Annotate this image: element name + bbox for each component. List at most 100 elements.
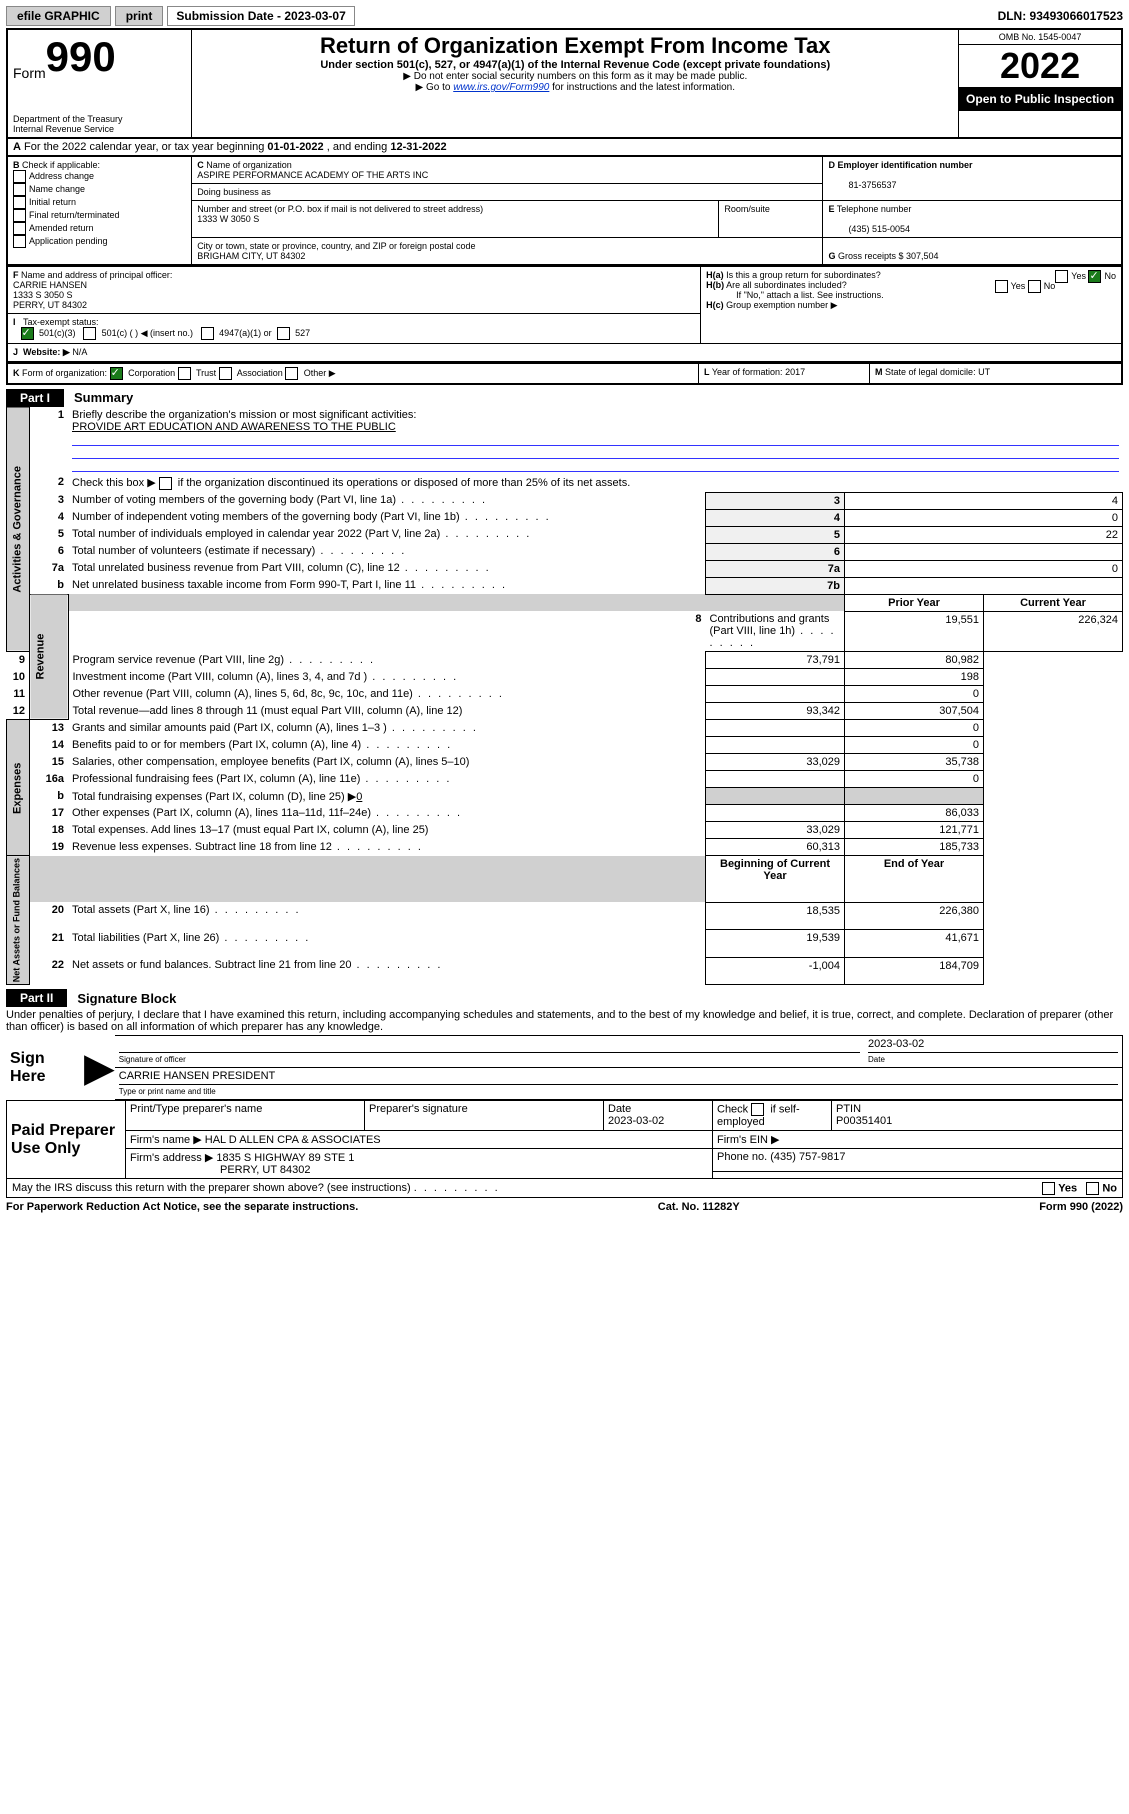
cb-discuss-yes[interactable] [1042,1182,1055,1195]
cb-ha-no[interactable] [1088,270,1101,283]
cb-address-change[interactable] [13,170,26,183]
cb-final[interactable] [13,209,26,222]
i-o2: 501(c) ( ) ◀ (insert no.) [102,327,193,337]
cb-ha-yes[interactable] [1055,270,1068,283]
cb-assoc[interactable] [219,367,232,380]
n15: 15 [52,756,64,768]
firm-addr-label: Firm's address ▶ [130,1152,213,1164]
c10: 198 [845,669,984,686]
i-o4: 527 [295,327,310,337]
part2-header: Part II Signature Block [6,989,1123,1007]
row-7a: 7a Total unrelated business revenue from… [7,560,1123,577]
side-na: Net Assets or Fund Balances [7,856,30,985]
blank-line [72,446,1119,459]
d22: Net assets or fund balances. Subtract li… [72,959,351,971]
part2-title: Signature Block [67,991,176,1006]
d7a: Total unrelated business revenue from Pa… [72,562,400,574]
d14: Benefits paid to or for members (Part IX… [72,739,361,751]
b-opt-2: Initial return [29,196,76,206]
part1-title: Summary [64,390,133,405]
box6: 6 [834,546,840,558]
cb-discontinued[interactable] [159,477,172,490]
dba-label: Doing business as [197,187,271,197]
prep-name-label: Print/Type preparer's name [130,1103,262,1115]
cb-self-emp[interactable] [751,1103,764,1116]
c21: 41,671 [845,930,984,957]
n16a: 16a [46,773,64,785]
label-ha: H(a) [706,270,724,280]
label-g: G [828,251,835,261]
d20: Total assets (Part X, line 16) [72,904,210,916]
b-heading: Check if applicable: [22,160,100,170]
n5: 5 [58,528,64,540]
d16a: Professional fundraising fees (Part IX, … [72,773,360,785]
n4: 4 [58,511,64,523]
addr-label: Number and street (or P.O. box if mail i… [197,204,483,214]
blank-line [72,433,1119,446]
row-3: 3 Number of voting members of the govern… [7,492,1123,509]
p10 [706,669,845,686]
discuss-yes: Yes [1058,1183,1077,1195]
label-e: E [828,204,834,214]
label-k: K [13,367,20,377]
city-label: City or town, state or province, country… [197,241,475,251]
n12: 12 [13,705,25,717]
discuss-no: No [1102,1183,1117,1195]
cb-hb-yes[interactable] [995,280,1008,293]
p9: 73,791 [706,652,845,669]
preparer-table: Paid Preparer Use Only Print/Type prepar… [6,1100,1123,1179]
label-l: L [704,367,710,377]
cb-name-change[interactable] [13,183,26,196]
l2-pre: Check this box ▶ [72,477,156,489]
cb-corp[interactable] [110,367,123,380]
cb-other[interactable] [285,367,298,380]
cb-discuss-no[interactable] [1086,1182,1099,1195]
c18: 121,771 [845,822,984,839]
label-c: C [197,160,204,170]
box4: 4 [834,512,840,524]
cb-4947[interactable] [201,327,214,340]
a-end: 12-31-2022 [390,141,446,153]
a-text-pre: For the 2022 calendar year, or tax year … [24,141,267,153]
website: N/A [72,347,87,357]
cb-hb-no[interactable] [1028,280,1041,293]
domicile: UT [978,367,990,377]
irs-link[interactable]: www.irs.gov/Form990 [453,82,549,93]
check-if: Check [717,1104,748,1116]
row-16b: b Total fundraising expenses (Part IX, c… [7,788,1123,805]
discuss-row: May the IRS discuss this return with the… [6,1179,1123,1198]
a-begin: 01-01-2022 [267,141,323,153]
cb-501c[interactable] [83,327,96,340]
declaration: Under penalties of perjury, I declare th… [6,1007,1123,1035]
print-button[interactable]: print [115,6,164,26]
cb-pending[interactable] [13,235,26,248]
submission-date: Submission Date - 2023-03-07 [167,6,354,26]
instr-pre: ▶ Go to [416,82,454,93]
d21: Total liabilities (Part X, line 26) [72,932,219,944]
cb-501c3[interactable] [21,327,34,340]
label-j: J [13,347,18,357]
row-20: 20Total assets (Part X, line 16)18,53522… [7,902,1123,929]
label-f: F [13,270,19,280]
city-state-zip: BRIGHAM CITY, UT 84302 [197,251,305,261]
sig-date: 2023-03-02 [868,1038,924,1050]
ha-no: No [1104,270,1116,280]
cb-527[interactable] [277,327,290,340]
cb-initial[interactable] [13,196,26,209]
row-11: 11Other revenue (Part VIII, column (A), … [7,686,1123,703]
b-opt-5: Application pending [29,235,108,245]
d12: Total revenue—add lines 8 through 11 (mu… [73,705,463,717]
omb-number: OMB No. 1545-0047 [959,30,1121,45]
cb-amended[interactable] [13,222,26,235]
label-b: B [13,160,20,170]
efile-button[interactable]: efile GRAPHIC [6,6,111,26]
e-heading: Telephone number [837,204,912,214]
row-15: 15Salaries, other compensation, employee… [7,754,1123,771]
instr-ssn: ▶ Do not enter social security numbers o… [197,71,953,82]
cb-trust[interactable] [178,367,191,380]
n7b: b [57,579,64,591]
tax-year: 2022 [959,45,1121,88]
l-heading: Year of formation: [712,367,783,377]
n9: 9 [19,654,25,666]
hdr-prior: Prior Year [888,597,940,609]
